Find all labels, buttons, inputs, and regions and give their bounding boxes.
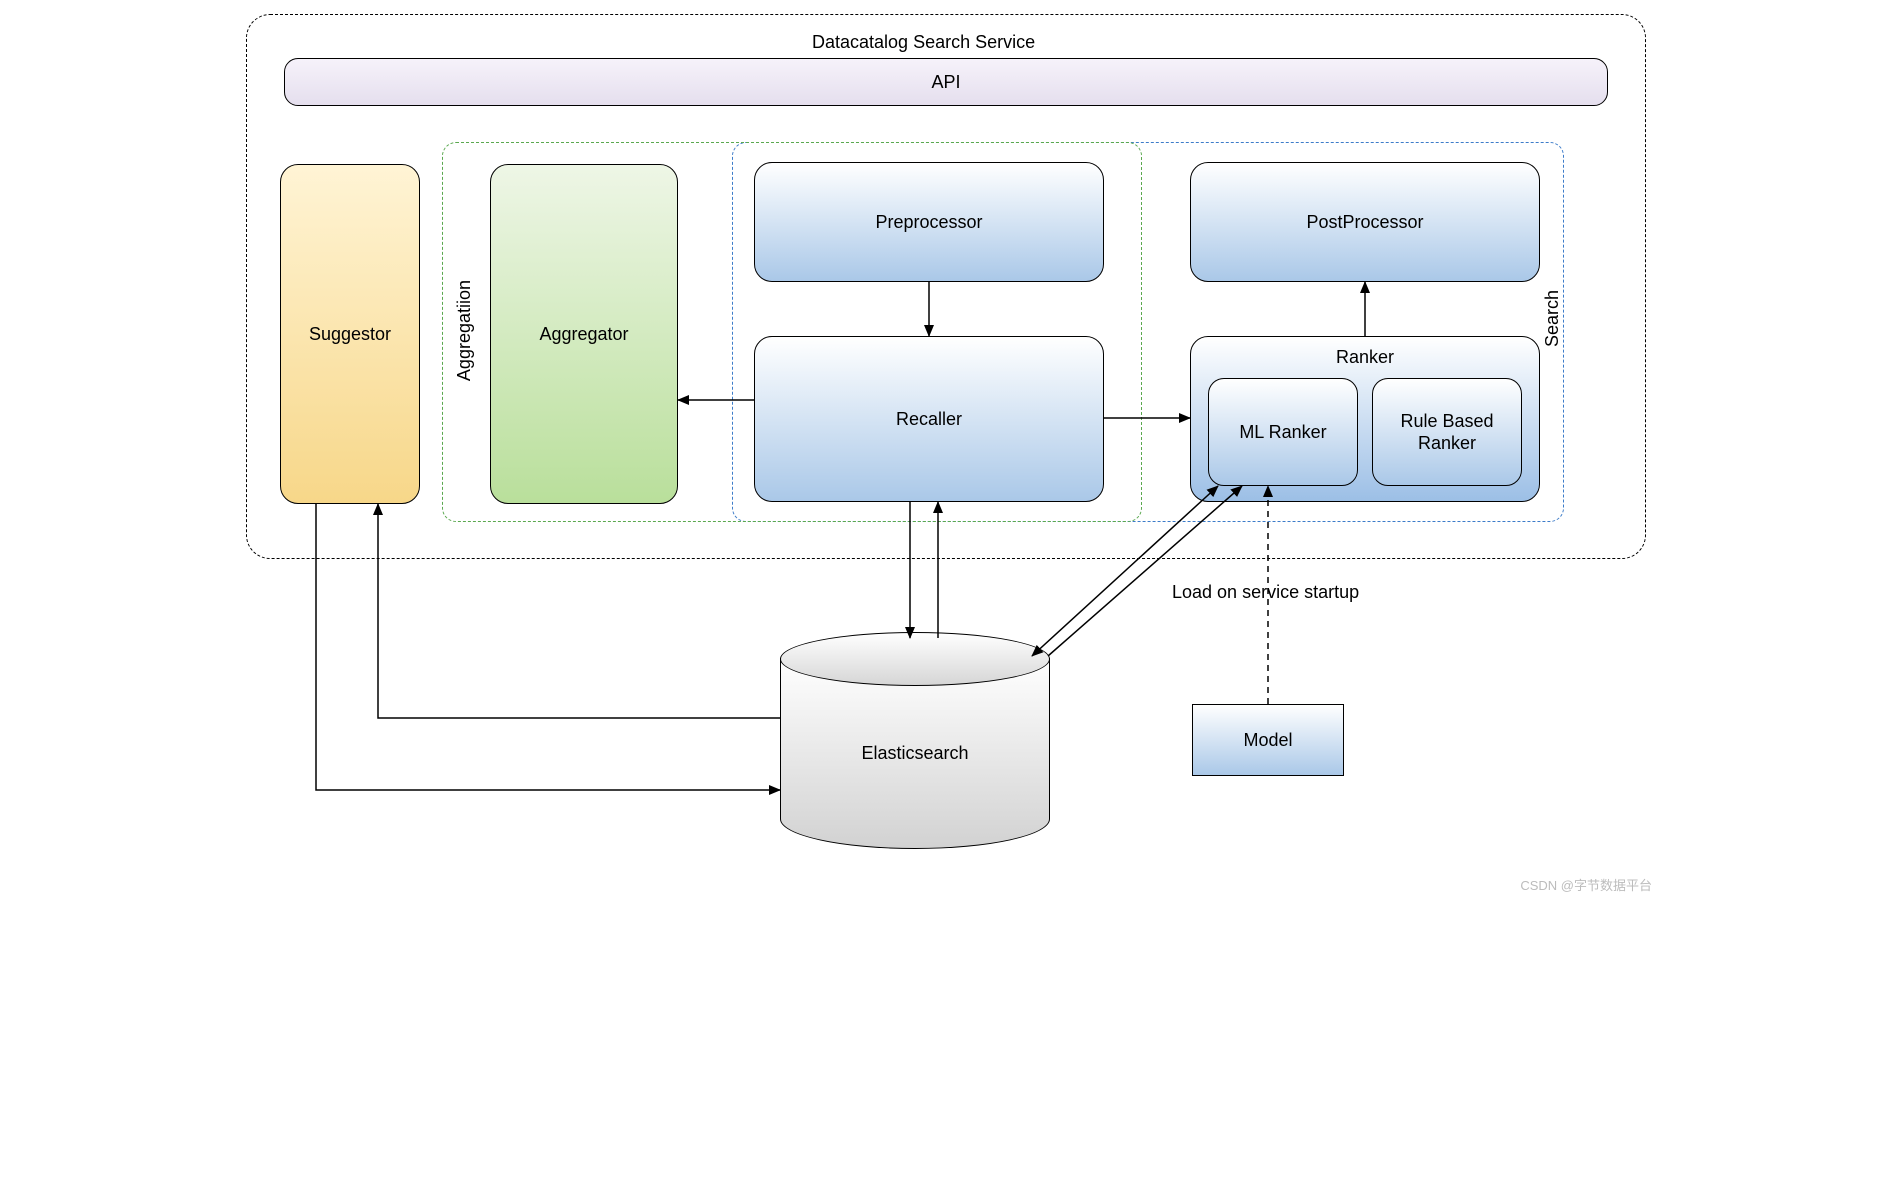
aggregation-group-label: Aggregatiion: [454, 280, 475, 381]
rule-ranker-node: Rule Based Ranker: [1372, 378, 1522, 486]
api-label: API: [931, 72, 960, 93]
rule-ranker-label-2: Ranker: [1418, 432, 1476, 455]
recaller-label: Recaller: [896, 409, 962, 430]
aggregator-node: Aggregator: [490, 164, 678, 504]
cylinder-top: [780, 632, 1050, 686]
aggregator-label: Aggregator: [539, 324, 628, 345]
ranker-label: Ranker: [1336, 347, 1394, 368]
postprocessor-node: PostProcessor: [1190, 162, 1540, 282]
suggestor-label: Suggestor: [309, 324, 391, 345]
search-group-label: Search: [1542, 290, 1563, 347]
elasticsearch-label: Elasticsearch: [861, 743, 968, 764]
ml-ranker-node: ML Ranker: [1208, 378, 1358, 486]
preprocessor-label: Preprocessor: [875, 212, 982, 233]
watermark: CSDN @字节数据平台: [1520, 875, 1652, 894]
cylinder-body: Elasticsearch: [780, 658, 1050, 849]
postprocessor-label: PostProcessor: [1306, 212, 1423, 233]
rule-ranker-label-1: Rule Based: [1400, 410, 1493, 433]
model-node: Model: [1192, 704, 1344, 776]
recaller-node: Recaller: [754, 336, 1104, 502]
diagram-canvas: Datacatalog Search Service API Search Ag…: [232, 0, 1662, 900]
api-box: API: [284, 58, 1608, 106]
load-startup-label: Load on service startup: [1172, 582, 1359, 603]
preprocessor-node: Preprocessor: [754, 162, 1104, 282]
model-label: Model: [1243, 730, 1292, 751]
elasticsearch-node: Elasticsearch: [780, 632, 1050, 848]
suggestor-node: Suggestor: [280, 164, 420, 504]
ml-ranker-label: ML Ranker: [1239, 422, 1326, 443]
service-title: Datacatalog Search Service: [812, 32, 1035, 53]
